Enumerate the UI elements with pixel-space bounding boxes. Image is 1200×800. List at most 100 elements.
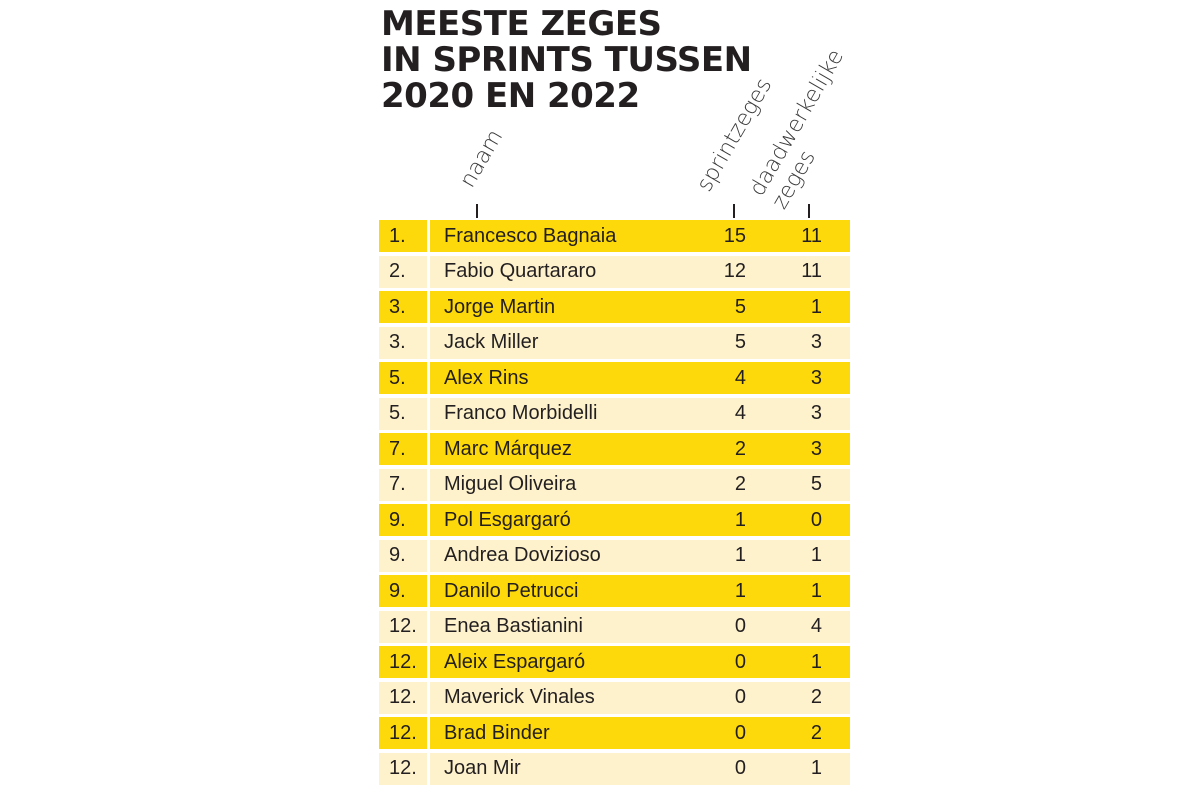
table-row: 12. Joan Mir 0 1 (379, 752, 850, 785)
row-gap (427, 539, 430, 572)
actual-wins-value: 2 (810, 686, 822, 708)
rider-name: Jorge Martin (444, 295, 556, 318)
actual-wins-value: 11 (801, 224, 822, 247)
sprint-wins-value: 5 (734, 331, 746, 353)
row-body: Jack Miller 5 3 (430, 326, 850, 359)
row-body: Maverick Vinales 0 2 (430, 681, 850, 714)
rank-cell: 7. (379, 433, 427, 465)
actual-wins-value: 1 (810, 650, 822, 673)
row-body: Andrea Dovizioso 1 1 (430, 539, 850, 572)
table-row: 12. Brad Binder 0 2 (379, 717, 850, 749)
actual-wins-value: 2 (810, 721, 822, 744)
sprint-wins-value: 1 (734, 508, 746, 531)
column-header-name: naam (455, 125, 509, 192)
actual-wins-value: 0 (810, 508, 822, 531)
table-row: 12. Maverick Vinales 0 2 (379, 681, 850, 714)
row-body: Francesco Bagnaia 15 11 (430, 220, 850, 252)
row-gap (427, 468, 430, 501)
actual-wins-value: 3 (810, 366, 822, 389)
rank-cell: 12. (379, 646, 427, 678)
row-body: Marc Márquez 2 3 (430, 433, 850, 465)
row-gap (427, 752, 430, 785)
actual-wins-value: 1 (810, 544, 822, 566)
row-body: Franco Morbidelli 4 3 (430, 397, 850, 430)
row-body: Jorge Martin 5 1 (430, 291, 850, 323)
rider-name: Joan Mir (444, 757, 521, 779)
rider-name: Francesco Bagnaia (444, 224, 617, 247)
row-gap (427, 291, 430, 323)
table-row: 7. Marc Márquez 2 3 (379, 433, 850, 465)
table-row: 9. Danilo Petrucci 1 1 (379, 575, 850, 607)
row-gap (427, 326, 430, 359)
actual-wins-value: 4 (810, 615, 822, 637)
row-gap (427, 362, 430, 394)
table-row: 3. Jorge Martin 5 1 (379, 291, 850, 323)
rank-cell: 9. (379, 504, 427, 536)
rank-cell: 12. (379, 717, 427, 749)
rank-cell: 12. (379, 752, 427, 785)
table-row: 12. Enea Bastianini 0 4 (379, 610, 850, 643)
row-body: Pol Esgargaró 1 0 (430, 504, 850, 536)
rank-cell: 5. (379, 362, 427, 394)
results-table: 1. Francesco Bagnaia 15 11 2. Fabio Quartarar… (379, 220, 850, 788)
chart-title: MEESTE ZEGES IN SPRINTS TUSSEN 2020 EN 2… (381, 4, 752, 116)
table-row: 5. Franco Morbidelli 4 3 (379, 397, 850, 430)
sprint-wins-value: 1 (734, 579, 746, 602)
row-gap (427, 397, 430, 430)
column-tick-actual-wins (808, 204, 810, 218)
row-body: Joan Mir 0 1 (430, 752, 850, 785)
sprint-wins-value: 0 (734, 757, 746, 779)
actual-wins-value: 3 (810, 331, 822, 353)
actual-wins-value: 11 (801, 260, 822, 282)
sprint-wins-value: 1 (734, 544, 746, 566)
actual-wins-value: 5 (810, 473, 822, 495)
rank-cell: 12. (379, 681, 427, 714)
sprint-wins-value: 2 (734, 473, 746, 495)
table-row: 3. Jack Miller 5 3 (379, 326, 850, 359)
sprint-wins-value: 4 (734, 366, 746, 389)
rank-cell: 7. (379, 468, 427, 501)
row-body: Enea Bastianini 0 4 (430, 610, 850, 643)
row-body: Danilo Petrucci 1 1 (430, 575, 850, 607)
rank-cell: 3. (379, 291, 427, 323)
column-tick-name (476, 204, 478, 218)
table-row: 2. Fabio Quartararo 12 11 (379, 255, 850, 288)
sprint-wins-value: 0 (734, 650, 746, 673)
row-gap (427, 610, 430, 643)
sprint-wins-value: 5 (734, 295, 746, 318)
rider-name: Franco Morbidelli (444, 402, 598, 424)
rider-name: Andrea Dovizioso (444, 544, 601, 566)
row-gap (427, 646, 430, 678)
actual-wins-value: 3 (810, 402, 822, 424)
sprint-wins-value: 12 (723, 260, 746, 282)
row-gap (427, 433, 430, 465)
actual-wins-value: 1 (810, 295, 822, 318)
table-row: 7. Miguel Oliveira 2 5 (379, 468, 850, 501)
rank-cell: 9. (379, 575, 427, 607)
row-gap (427, 220, 430, 252)
row-gap (427, 504, 430, 536)
sprint-wins-value: 0 (734, 721, 746, 744)
rider-name: Enea Bastianini (444, 615, 583, 637)
sprint-wins-value: 2 (734, 437, 746, 460)
row-body: Fabio Quartararo 12 11 (430, 255, 850, 288)
actual-wins-value: 1 (810, 757, 822, 779)
rider-name: Maverick Vinales (444, 686, 595, 708)
rank-cell: 9. (379, 539, 427, 572)
row-body: Alex Rins 4 3 (430, 362, 850, 394)
rider-name: Danilo Petrucci (444, 579, 579, 602)
rank-cell: 1. (379, 220, 427, 252)
row-body: Miguel Oliveira 2 5 (430, 468, 850, 501)
row-body: Brad Binder 0 2 (430, 717, 850, 749)
row-gap (427, 255, 430, 288)
table-row: 5. Alex Rins 4 3 (379, 362, 850, 394)
row-gap (427, 575, 430, 607)
row-gap (427, 681, 430, 714)
rider-name: Brad Binder (444, 721, 550, 744)
rider-name: Miguel Oliveira (444, 473, 577, 495)
rider-name: Alex Rins (444, 366, 529, 389)
actual-wins-value: 3 (810, 437, 822, 460)
sprint-wins-value: 15 (723, 224, 746, 247)
table-row: 1. Francesco Bagnaia 15 11 (379, 220, 850, 252)
row-gap (427, 717, 430, 749)
